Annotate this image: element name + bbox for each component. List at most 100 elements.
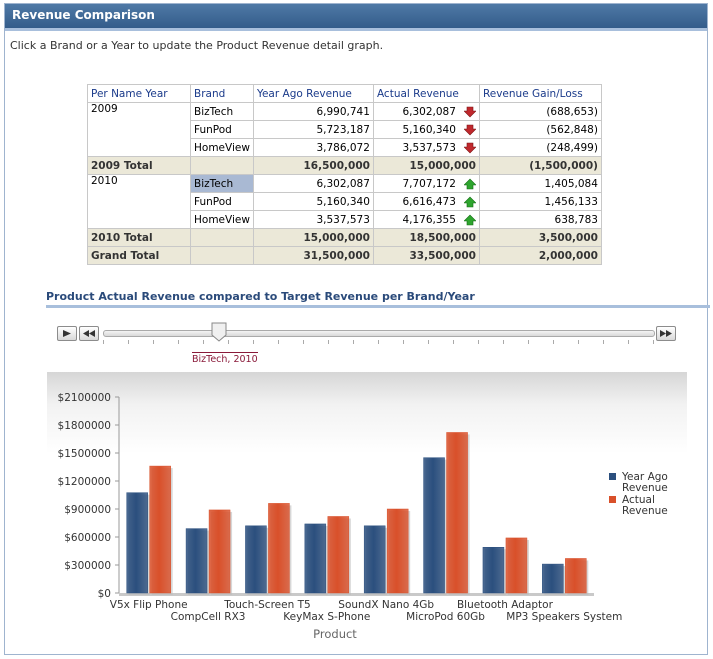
total-row-2010: 2010 Total 15,000,000 18,500,000 3,500,0… (87, 228, 602, 247)
panel-title: Revenue Comparison (12, 8, 155, 22)
year-ago-cell: 6,990,741 (252, 102, 374, 121)
slider-ticks (103, 340, 654, 345)
brand-cell-selected[interactable]: BizTech (190, 174, 254, 193)
play-icon (63, 330, 71, 337)
brand-cell[interactable]: FunPod (190, 192, 254, 211)
instruction-text: Click a Brand or a Year to update the Pr… (10, 39, 384, 52)
slider-tick (253, 340, 254, 344)
revenue-comparison-panel: Revenue Comparison Click a Brand or a Ye… (4, 3, 710, 655)
bar (304, 523, 327, 594)
slider-tick (328, 340, 329, 344)
bar (423, 457, 445, 594)
section-divider (46, 305, 710, 308)
total-row-2009: 2009 Total 16,500,000 15,000,000 (1,500,… (87, 156, 602, 175)
year-ago-cell: 3,786,072 (252, 138, 374, 157)
col-header-year-ago: Year Ago Revenue (252, 84, 374, 103)
slider-tick (428, 340, 429, 344)
total-actual: 15,000,000 (372, 156, 480, 175)
year-cell-2009[interactable]: 2009 (87, 102, 191, 157)
revenue-pivot-table: Per Name Year Brand Year Ago Revenue Act… (87, 84, 602, 265)
bar (446, 432, 468, 594)
up-arrow-icon (463, 196, 476, 207)
year-ago-cell: 3,537,573 (252, 210, 374, 229)
x-tick-label: MicroPod 60Gb (406, 611, 485, 623)
year-cell-2010[interactable]: 2010 (87, 174, 191, 229)
slider-tick (378, 340, 379, 344)
slider-tick (228, 340, 229, 344)
y-tick-label: $1200000 (58, 476, 111, 488)
bar (126, 492, 148, 594)
total-gain: 3,500,000 (478, 228, 602, 247)
slider-tick (128, 340, 129, 344)
y-tick-label: $300000 (64, 560, 111, 572)
col-header-brand[interactable]: Brand (190, 84, 254, 103)
x-tick-label: SoundX Nano 4Gb (338, 599, 434, 611)
x-tick-label: MP3 Speakers System (506, 611, 622, 623)
brand-cell[interactable]: FunPod (190, 120, 254, 139)
x-tick-label: Touch-Screen T5 (223, 599, 310, 611)
slider-tick (303, 340, 304, 344)
slider-tick (653, 340, 654, 344)
chart-bars (126, 432, 589, 595)
x-axis-title: Product (313, 627, 357, 641)
slider-tick (453, 340, 454, 344)
x-tick-label: CompCell RX3 (171, 611, 246, 623)
x-tick-label: Bluetooth Adaptor (457, 599, 554, 611)
slider-tick (578, 340, 579, 344)
brand-cell[interactable]: HomeView (190, 138, 254, 157)
table-row: HomeView 3,537,573 4,176,355 638,783 (88, 210, 602, 229)
down-arrow-icon (463, 106, 476, 117)
slider-tick (603, 340, 604, 344)
slider-tick (103, 340, 104, 344)
legend-label: Year Ago Revenue (621, 471, 668, 494)
grand-total-actual: 33,500,000 (372, 246, 480, 265)
slider-thumb[interactable] (211, 322, 227, 342)
bar (185, 528, 208, 594)
chart-gridlines (119, 593, 594, 596)
play-button[interactable] (57, 326, 77, 341)
gain-cell: 1,405,084 (478, 174, 602, 193)
bar (386, 508, 409, 594)
step-forward-button[interactable] (656, 326, 676, 341)
bar (505, 537, 528, 594)
actual-value: 3,537,573 (402, 141, 456, 154)
slider-track[interactable] (103, 330, 655, 337)
actual-cell: 7,707,172 (372, 174, 480, 193)
table-header-row: Per Name Year Brand Year Ago Revenue Act… (87, 84, 602, 103)
brand-cell[interactable]: HomeView (190, 210, 254, 229)
brand-cell[interactable]: BizTech (190, 102, 254, 121)
gain-cell: 1,456,133 (478, 192, 602, 211)
slider-value-label: BizTech, 2010 (192, 352, 258, 365)
product-revenue-chart: $0 $300000 $600000 $900000 $1200000 $1500000 $… (47, 372, 687, 644)
slider-tick (628, 340, 629, 344)
bar (327, 516, 350, 594)
y-tick-label: $2100000 (58, 392, 111, 404)
bar (268, 503, 290, 594)
legend-swatch (609, 496, 616, 503)
total-brand-blank (190, 228, 254, 247)
total-brand-blank (190, 156, 254, 175)
year-ago-cell: 5,723,187 (252, 120, 374, 139)
year-brand-slider: BizTech, 2010 (5, 310, 707, 370)
slider-tick (203, 340, 204, 344)
y-tick-label: $1500000 (58, 448, 111, 460)
actual-cell: 3,537,573 (372, 138, 480, 157)
gain-cell: (688,653) (478, 102, 602, 121)
bar (245, 525, 267, 594)
actual-cell: 6,302,087 (372, 102, 480, 121)
bar (482, 547, 505, 594)
gain-cell: (248,499) (478, 138, 602, 157)
grand-total-year-ago: 31,500,000 (252, 246, 374, 265)
bar (363, 525, 386, 594)
col-header-year[interactable]: Per Name Year (87, 84, 191, 103)
col-header-actual: Actual Revenue (372, 84, 480, 103)
fast-forward-icon (660, 330, 672, 337)
gain-cell: (562,848) (478, 120, 602, 139)
down-arrow-icon (463, 124, 476, 135)
bar (208, 509, 231, 594)
bar (565, 558, 587, 594)
y-tick-label: $900000 (64, 504, 111, 516)
table-row: 2010 BizTech 6,302,087 7,707,172 1,405,0… (87, 174, 602, 229)
chart-floor (119, 593, 594, 596)
step-back-button[interactable] (79, 326, 99, 341)
